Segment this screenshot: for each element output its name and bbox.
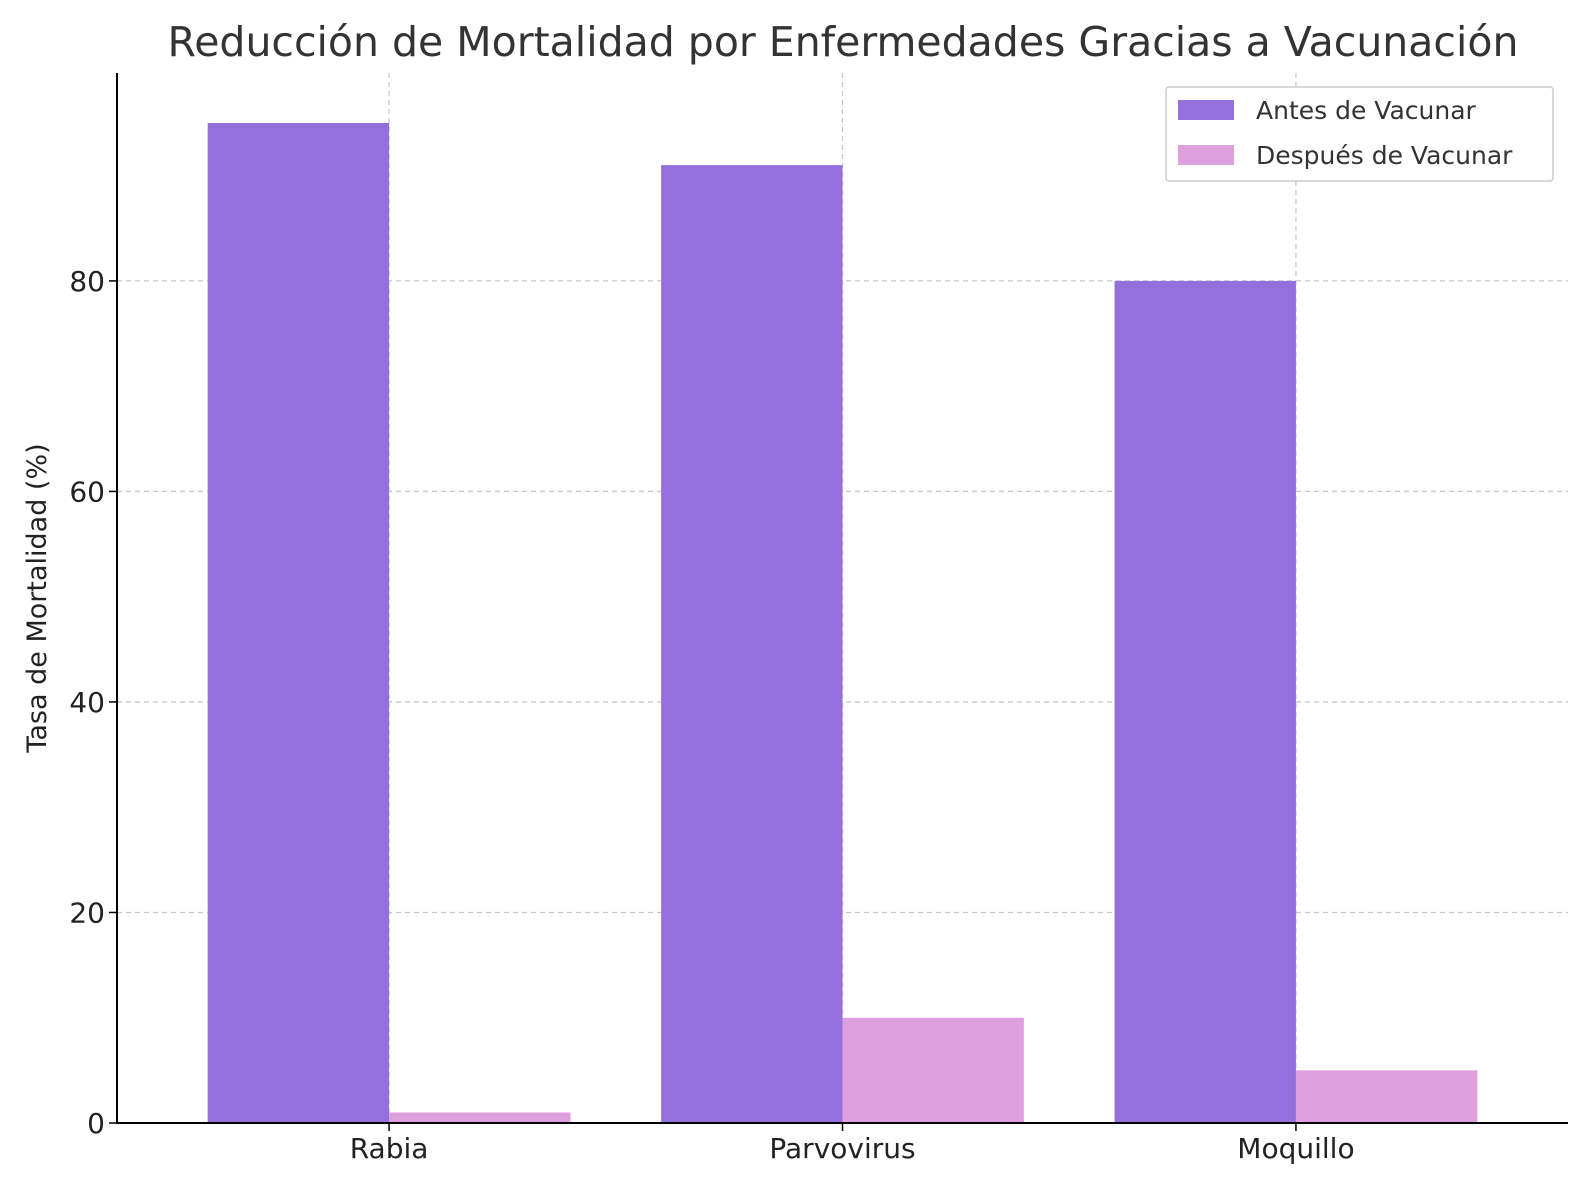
y-tick-label-20: 20 (69, 896, 105, 929)
y-tick-label-40: 40 (69, 686, 105, 719)
bar-antes-rabia (207, 123, 390, 1123)
legend-label-despues: Después de Vacunar (1256, 141, 1513, 170)
bar-despues-rabia (389, 1112, 571, 1123)
legend-swatch-antes (1178, 100, 1234, 120)
bars (207, 123, 1478, 1123)
y-tick-label-80: 80 (69, 265, 105, 298)
x-tick-label-parvovirus: Parvovirus (769, 1132, 915, 1165)
bar-antes-parvovirus (661, 165, 843, 1123)
tick-labels: 0 20 40 60 80 Rabia Parvovirus Moquillo (69, 265, 1354, 1165)
legend-label-antes: Antes de Vacunar (1256, 96, 1477, 125)
x-tick-label-rabia: Rabia (350, 1132, 429, 1165)
x-tick-label-moquillo: Moquillo (1237, 1132, 1354, 1165)
y-tick-label-0: 0 (87, 1107, 105, 1140)
legend: Antes de Vacunar Después de Vacunar (1165, 86, 1554, 182)
chart-title: Reducción de Mortalidad por Enfermedades… (168, 18, 1519, 66)
y-tick-label-60: 60 (69, 475, 105, 508)
bar-despues-parvovirus (842, 1017, 1024, 1123)
y-axis-label: Tasa de Mortalidad (%) (22, 443, 53, 753)
legend-box (1165, 86, 1554, 182)
bar-antes-moquillo (1114, 280, 1296, 1123)
legend-swatch-despues (1178, 145, 1234, 165)
bar-despues-moquillo (1295, 1070, 1478, 1123)
